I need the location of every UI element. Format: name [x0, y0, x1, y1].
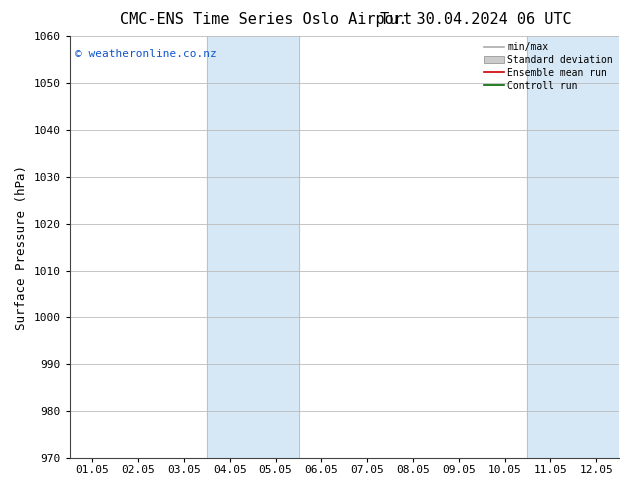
Legend: min/max, Standard deviation, Ensemble mean run, Controll run: min/max, Standard deviation, Ensemble me…: [480, 38, 617, 95]
Y-axis label: Surface Pressure (hPa): Surface Pressure (hPa): [15, 165, 28, 330]
Text: Tu. 30.04.2024 06 UTC: Tu. 30.04.2024 06 UTC: [380, 12, 571, 27]
Text: © weatheronline.co.nz: © weatheronline.co.nz: [75, 49, 217, 59]
Bar: [527, 36, 619, 458]
Text: CMC-ENS Time Series Oslo Airport: CMC-ENS Time Series Oslo Airport: [120, 12, 412, 27]
Bar: [207, 36, 299, 458]
